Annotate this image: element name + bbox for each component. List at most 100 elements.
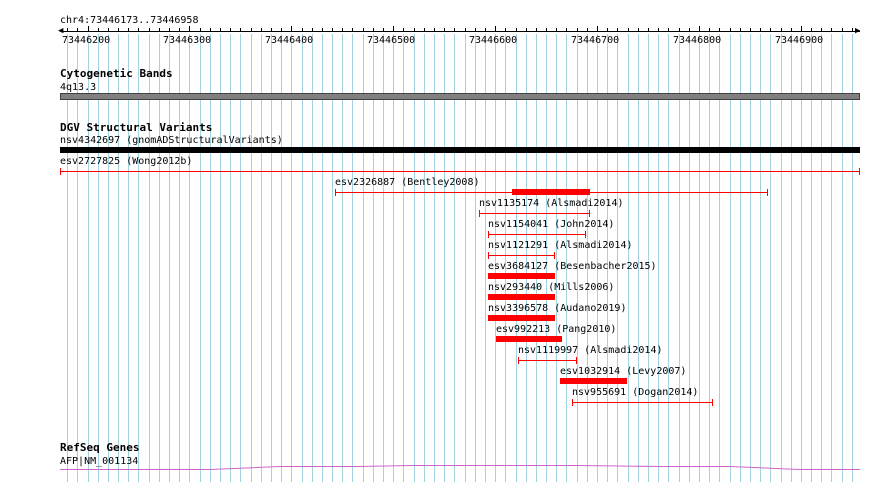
- ruler-range-label: chr4:73446173..73446958: [60, 15, 199, 26]
- ruler-axis: [62, 31, 860, 32]
- variant-span-line[interactable]: [488, 255, 555, 256]
- variant-span-line[interactable]: [60, 171, 860, 172]
- ruler-minor-tick: [312, 28, 313, 32]
- ruler-minor-tick: [709, 28, 710, 32]
- ruler-tick-label: 73446400: [265, 35, 314, 46]
- ruler-minor-tick: [770, 28, 771, 32]
- ruler-major-tick: [597, 26, 598, 32]
- ruler-minor-tick: [281, 28, 282, 32]
- variant-end-cap: [572, 399, 573, 406]
- ruler-minor-tick: [424, 28, 425, 32]
- ruler-minor-tick: [220, 28, 221, 32]
- ruler-minor-tick: [689, 28, 690, 32]
- ruler-minor-tick: [271, 28, 272, 32]
- ruler-minor-tick: [230, 28, 231, 32]
- ruler-minor-tick: [505, 28, 506, 32]
- ruler-major-tick: [801, 26, 802, 32]
- ruler-minor-tick: [516, 28, 517, 32]
- ruler-minor-tick: [454, 28, 455, 32]
- variant-span-line[interactable]: [479, 213, 590, 214]
- variant-label[interactable]: nsv1119997 (Alsmadi2014): [518, 345, 663, 356]
- ruler-right-arrow: ▶: [855, 26, 861, 36]
- variant-bar[interactable]: [60, 147, 860, 153]
- variant-label[interactable]: esv1032914 (Levy2007): [560, 366, 687, 377]
- ruler-minor-tick: [617, 28, 618, 32]
- ruler-minor-tick: [210, 28, 211, 32]
- ruler-minor-tick: [200, 28, 201, 32]
- ruler-minor-tick: [118, 28, 119, 32]
- ruler-minor-tick: [658, 28, 659, 32]
- ruler-minor-tick: [403, 28, 404, 32]
- ruler-minor-tick: [383, 28, 384, 32]
- ruler-minor-tick: [322, 28, 323, 32]
- variant-end-cap: [479, 210, 480, 217]
- ruler-minor-tick: [607, 28, 608, 32]
- variant-end-cap: [859, 168, 860, 175]
- ruler-minor-tick: [485, 28, 486, 32]
- variant-label[interactable]: esv992213 (Pang2010): [496, 324, 617, 335]
- variant-span-line[interactable]: [572, 402, 713, 403]
- ruler-major-tick: [393, 26, 394, 32]
- ruler-minor-tick: [414, 28, 415, 32]
- ruler-major-tick: [291, 26, 292, 32]
- ruler-minor-tick: [831, 28, 832, 32]
- cytoband-bar[interactable]: [60, 93, 860, 100]
- ruler-minor-tick: [444, 28, 445, 32]
- variant-label[interactable]: esv2326887 (Bentley2008): [335, 177, 480, 188]
- variant-label[interactable]: nsv1154041 (John2014): [488, 219, 615, 230]
- ruler-tick-label: 73446500: [367, 35, 416, 46]
- ruler-minor-tick: [842, 28, 843, 32]
- ruler-minor-tick: [251, 28, 252, 32]
- ruler-minor-tick: [363, 28, 364, 32]
- ruler-left-arrow: ◀: [58, 26, 64, 36]
- ruler-minor-tick: [781, 28, 782, 32]
- variant-end-cap: [335, 189, 336, 196]
- variant-label[interactable]: esv2727825 (Wong2012b): [60, 156, 193, 167]
- ruler-tick-label: 73446700: [571, 35, 620, 46]
- variant-span-line[interactable]: [488, 234, 586, 235]
- ruler-major-tick: [88, 26, 89, 32]
- variant-label[interactable]: nsv293440 (Mills2006): [488, 282, 615, 293]
- variant-bar[interactable]: [560, 378, 627, 384]
- variant-end-cap: [767, 189, 768, 196]
- variant-bar[interactable]: [488, 294, 555, 300]
- variant-end-cap: [576, 357, 577, 364]
- variant-label[interactable]: nsv955691 (Dogan2014): [572, 387, 699, 398]
- ruler-minor-tick: [546, 28, 547, 32]
- variant-bar[interactable]: [488, 315, 555, 321]
- variant-label[interactable]: esv3684127 (Besenbacher2015): [488, 261, 657, 272]
- ruler-minor-tick: [730, 28, 731, 32]
- variant-label[interactable]: nsv1121291 (Alsmadi2014): [488, 240, 633, 251]
- ruler-minor-tick: [465, 28, 466, 32]
- ruler-minor-tick: [149, 28, 150, 32]
- variant-end-cap: [589, 210, 590, 217]
- variant-span-line[interactable]: [518, 360, 577, 361]
- ruler-minor-tick: [821, 28, 822, 32]
- variant-label[interactable]: nsv3396578 (Audano2019): [488, 303, 627, 314]
- ruler-tick-label: 73446900: [775, 35, 824, 46]
- variant-label[interactable]: nsv1135174 (Alsmadi2014): [479, 198, 624, 209]
- ruler-minor-tick: [342, 28, 343, 32]
- ruler-minor-tick: [475, 28, 476, 32]
- ruler-major-tick: [495, 26, 496, 32]
- ruler-minor-tick: [648, 28, 649, 32]
- ruler-minor-tick: [138, 28, 139, 32]
- variant-label[interactable]: nsv4342697 (gnomADStructuralVariants): [60, 135, 283, 146]
- ruler-minor-tick: [719, 28, 720, 32]
- ruler-minor-tick: [169, 28, 170, 32]
- cytoband-label[interactable]: 4q13.3: [60, 82, 97, 93]
- ruler-minor-tick: [566, 28, 567, 32]
- ruler-minor-tick: [638, 28, 639, 32]
- gene-label[interactable]: AFP|NM_001134: [60, 456, 139, 467]
- ruler-minor-tick: [128, 28, 129, 32]
- variant-end-cap: [518, 357, 519, 364]
- variant-bar[interactable]: [488, 273, 555, 279]
- ruler-tick-label: 73446200: [62, 35, 111, 46]
- ruler-minor-tick: [77, 28, 78, 32]
- variant-bar[interactable]: [496, 336, 562, 342]
- dgv-track-title: DGV Structural Variants: [60, 121, 213, 134]
- ruler-minor-tick: [434, 28, 435, 32]
- variant-thick-segment[interactable]: [512, 189, 590, 195]
- ruler-minor-tick: [159, 28, 160, 32]
